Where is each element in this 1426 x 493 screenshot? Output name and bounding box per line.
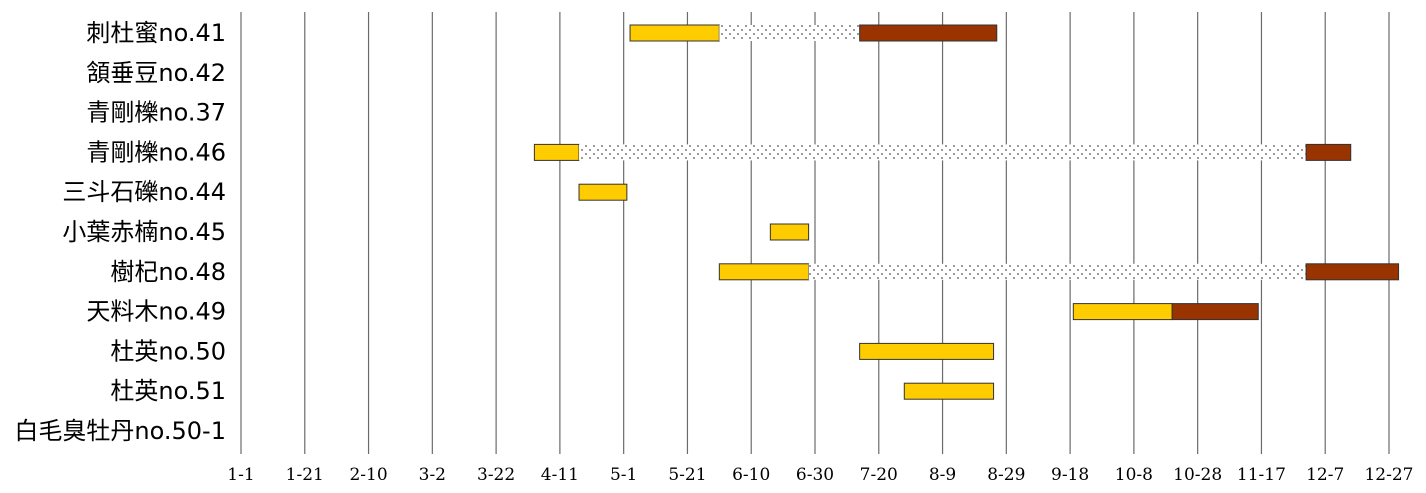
flower-bar bbox=[533, 143, 580, 161]
fruit-bar bbox=[1305, 263, 1400, 281]
row-label: 杜英no.50 bbox=[110, 337, 226, 365]
x-tick-label: 5-21 bbox=[668, 465, 706, 485]
row-label: 天料木no.49 bbox=[86, 298, 226, 326]
x-tick-labels: 1-1 1-21 2-10 3-2 3-22 4-11 5-1 5-21 6-10 6-30 7-2… bbox=[227, 465, 1413, 485]
row-label: 白毛臭牡丹no.50-1 bbox=[14, 417, 226, 445]
x-tick-label: 11-17 bbox=[1237, 465, 1286, 485]
fruit-bar bbox=[1171, 303, 1259, 321]
flower-bar bbox=[1072, 303, 1173, 321]
flower-bar bbox=[629, 24, 720, 42]
dotted-bar bbox=[808, 263, 1307, 280]
x-tick-label: 12-27 bbox=[1364, 465, 1413, 485]
row-label: 青剛櫟no.37 bbox=[86, 99, 226, 127]
x-tick-label: 4-11 bbox=[541, 465, 579, 485]
row-label: 三斗石礫no.44 bbox=[62, 178, 226, 206]
row-label: 杜英no.51 bbox=[110, 377, 226, 405]
flower-bar bbox=[903, 382, 995, 400]
x-tick-label: 2-10 bbox=[349, 465, 387, 485]
row-label: 刺杜蜜no.41 bbox=[86, 19, 226, 47]
row-label: 青剛櫟no.46 bbox=[86, 138, 226, 166]
dotted-bar bbox=[719, 25, 860, 41]
x-tick-label: 8-9 bbox=[929, 465, 956, 485]
row-labels: 刺杜蜜no.41 頷垂豆no.42 青剛櫟no.37 青剛櫟no.46 三斗石礫no.4… bbox=[14, 19, 226, 445]
flower-bar bbox=[769, 223, 810, 241]
x-tick-label: 7-20 bbox=[860, 465, 898, 485]
x-tick-label: 1-21 bbox=[286, 465, 324, 485]
x-tick-label: 10-8 bbox=[1115, 465, 1153, 485]
x-tick-label: 5-1 bbox=[610, 465, 637, 485]
gridlines bbox=[240, 12, 1390, 454]
x-tick-label: 3-22 bbox=[477, 465, 515, 485]
row-label: 樹杞no.48 bbox=[110, 258, 226, 286]
fruit-bar bbox=[859, 24, 998, 42]
x-tick-label: 6-30 bbox=[796, 465, 834, 485]
x-tick-label: 9-18 bbox=[1051, 465, 1089, 485]
bars bbox=[533, 24, 1400, 400]
x-tick-label: 3-2 bbox=[419, 465, 446, 485]
fruit-bar bbox=[1305, 143, 1352, 161]
x-tick-label: 1-1 bbox=[227, 465, 254, 485]
flower-bar bbox=[718, 263, 810, 281]
x-tick-label: 6-10 bbox=[732, 465, 770, 485]
x-tick-label: 12-7 bbox=[1306, 465, 1344, 485]
flower-bar bbox=[859, 342, 995, 360]
flower-bar bbox=[578, 183, 628, 201]
x-tick-label: 8-29 bbox=[987, 465, 1025, 485]
row-label: 頷垂豆no.42 bbox=[86, 59, 226, 87]
dotted-bar bbox=[579, 144, 1307, 161]
row-label: 小葉赤楠no.45 bbox=[62, 218, 226, 246]
x-tick-label: 10-28 bbox=[1173, 465, 1222, 485]
